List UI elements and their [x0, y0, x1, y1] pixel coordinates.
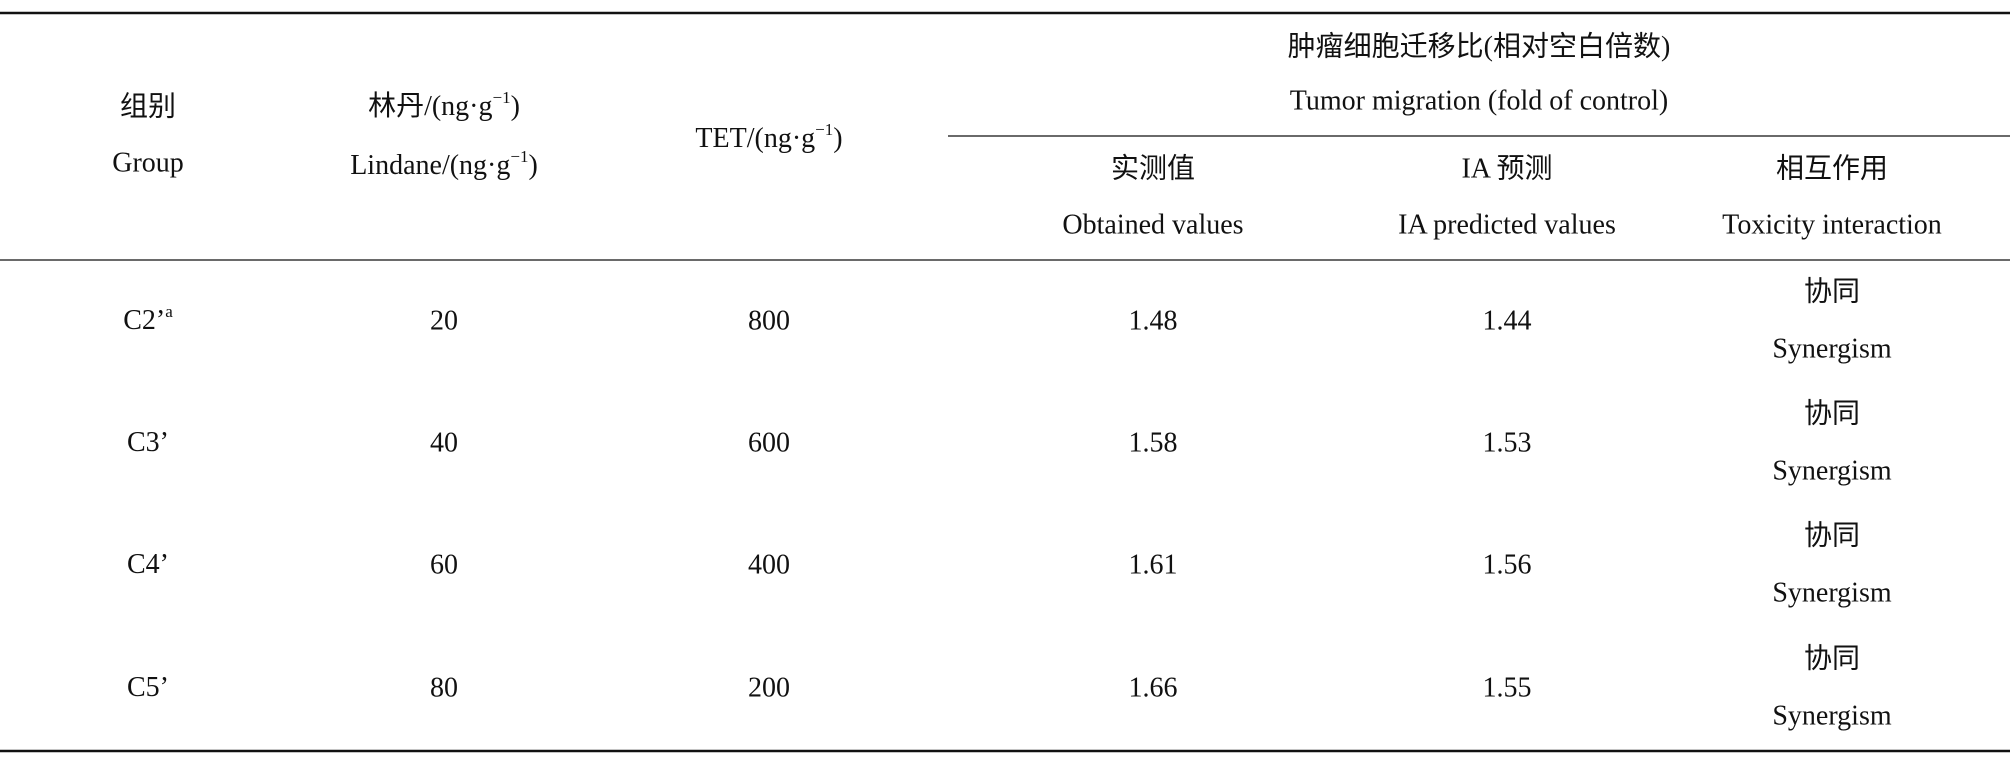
header-obtained-zh: 实测值 — [1111, 152, 1195, 184]
group-label: C2’ — [123, 305, 165, 336]
cell-obtained: 1.61 — [1129, 549, 1178, 580]
cell-interaction-zh: 协同 — [1804, 642, 1860, 674]
group-label: C3’ — [127, 427, 169, 458]
cell-interaction-en: Synergism — [1772, 700, 1891, 731]
header-obtained-en: Obtained values — [1062, 209, 1243, 240]
header-tet-exp: −1 — [815, 120, 833, 139]
cell-obtained: 1.66 — [1129, 672, 1178, 703]
cell-interaction-zh: 协同 — [1804, 519, 1860, 551]
header-predicted-zh: IA 预测 — [1461, 153, 1552, 184]
cell-tet: 600 — [748, 427, 790, 458]
row-group: C5’ — [127, 672, 169, 703]
header-tet: TET/(ng·g−1) — [695, 120, 842, 155]
header-predicted-en: IA predicted values — [1398, 209, 1616, 240]
header-group-en: Group — [112, 147, 184, 178]
cell-obtained: 1.48 — [1129, 305, 1178, 336]
header-group-zh: 组别 — [120, 90, 176, 122]
cell-lindane: 20 — [430, 305, 458, 336]
header-migration-en: Tumor migration (fold of control) — [1290, 85, 1668, 116]
header-lindane-en-tail: ) — [528, 150, 537, 181]
cell-interaction-en: Synergism — [1772, 577, 1891, 608]
cell-lindane: 80 — [430, 672, 458, 703]
row-group: C3’ — [127, 427, 169, 458]
header-lindane-en-base: Lindane/(ng·g — [350, 150, 510, 181]
row-group: C2’a — [123, 302, 173, 337]
cell-lindane: 40 — [430, 427, 458, 458]
header-interaction-en: Toxicity interaction — [1722, 209, 1942, 240]
cell-tet: 800 — [748, 305, 790, 336]
row-group: C4’ — [127, 549, 169, 580]
cell-obtained: 1.58 — [1129, 427, 1178, 458]
cell-interaction-en: Synergism — [1772, 455, 1891, 486]
group-note: a — [165, 302, 173, 321]
group-label: C4’ — [127, 549, 169, 580]
header-tet-base: TET/(ng·g — [695, 123, 815, 154]
header-migration-zh: 肿瘤细胞迁移比(相对空白倍数) — [1288, 30, 1671, 62]
cell-predicted: 1.53 — [1483, 427, 1532, 458]
header-lindane-zh-tail: ) — [511, 91, 520, 122]
cell-predicted: 1.56 — [1483, 549, 1532, 580]
cell-interaction-zh: 协同 — [1804, 275, 1860, 307]
cell-lindane: 60 — [430, 549, 458, 580]
header-interaction-zh: 相互作用 — [1776, 152, 1888, 184]
header-tet-tail: ) — [833, 123, 842, 154]
header-lindane-en: Lindane/(ng·g−1) — [350, 147, 538, 182]
group-label: C5’ — [127, 672, 169, 703]
cell-interaction-zh: 协同 — [1804, 397, 1860, 429]
header-lindane-zh: 林丹/(ng·g−1) — [368, 88, 520, 123]
cell-tet: 200 — [748, 672, 790, 703]
cell-predicted: 1.55 — [1483, 672, 1532, 703]
cell-predicted: 1.44 — [1483, 305, 1532, 336]
header-lindane-zh-base: 林丹/(ng·g — [368, 90, 492, 122]
header-lindane-zh-exp: −1 — [493, 88, 511, 107]
cell-tet: 400 — [748, 549, 790, 580]
cell-interaction-en: Synergism — [1772, 333, 1891, 364]
header-lindane-en-exp: −1 — [510, 147, 528, 166]
